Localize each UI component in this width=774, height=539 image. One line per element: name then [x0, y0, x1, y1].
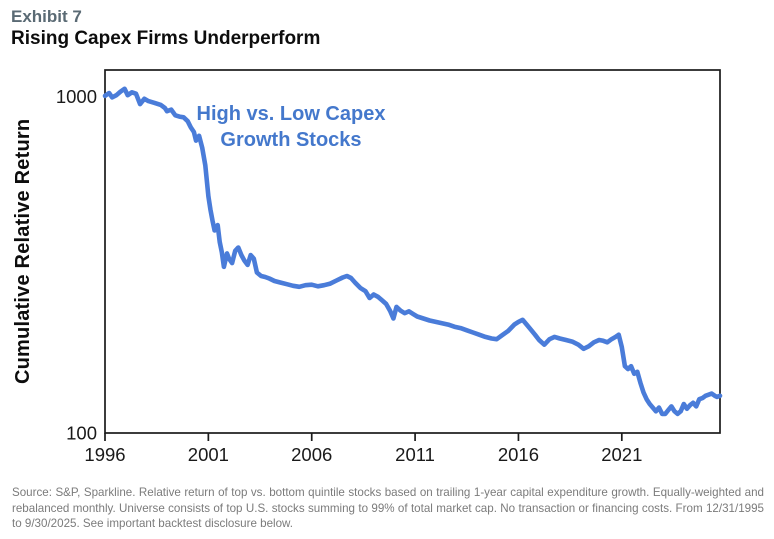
chart-header: Exhibit 7 Rising Capex Firms Underperfor… [11, 6, 320, 50]
x-tick-label: 2001 [188, 444, 229, 465]
x-tick-label: 2016 [498, 444, 539, 465]
x-tick-label: 2006 [291, 444, 332, 465]
plot-border [104, 69, 721, 434]
exhibit-label: Exhibit 7 [11, 7, 82, 26]
x-tick-label: 2021 [601, 444, 642, 465]
series-annotation-line2: Growth Stocks [220, 129, 362, 151]
y-axis-title: Cumulative Relative Return [12, 118, 34, 385]
y-tick-label: 100 [66, 423, 97, 444]
series-annotation-line1: High vs. Low Capex [196, 103, 386, 125]
x-tick-label: 2011 [395, 444, 435, 465]
y-tick-label: 1000 [56, 86, 97, 107]
series-annotation: High vs. Low Capex Growth Stocks [176, 101, 406, 153]
x-tick-label: 1996 [84, 444, 125, 465]
page-title: Rising Capex Firms Underperform [11, 28, 321, 49]
source-footnote: Source: S&P, Sparkline. Relative return … [12, 486, 764, 530]
return-line [102, 86, 723, 417]
